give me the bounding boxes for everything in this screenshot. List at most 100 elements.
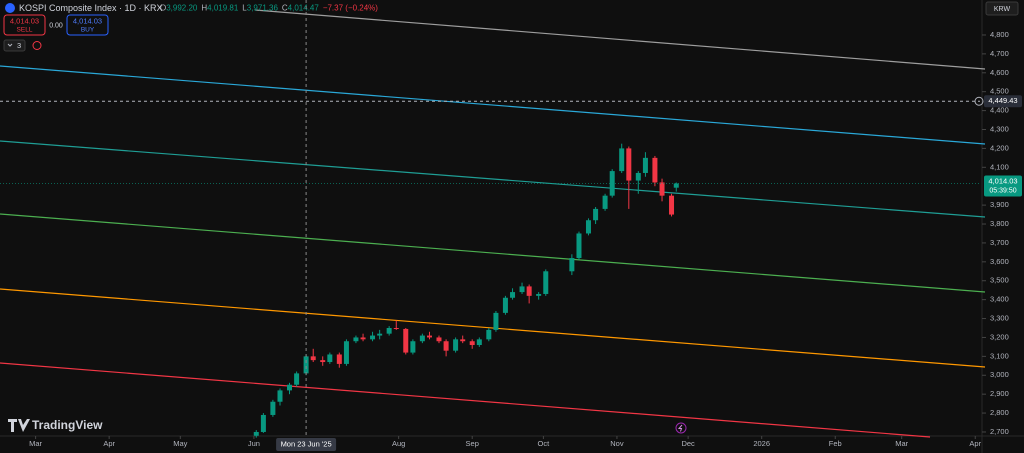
countdown: 05:39:50 <box>989 187 1016 194</box>
candle-body <box>576 233 582 259</box>
candle-body <box>619 148 625 172</box>
x-tick-label: Apr <box>103 439 115 448</box>
currency-button[interactable] <box>985 1 1019 16</box>
legend-value: 4,019.81 <box>207 4 239 13</box>
y-tick-label: 3,300 <box>990 314 1009 323</box>
tradingview-wordmark: TradingView <box>32 418 103 432</box>
event-bolt <box>677 424 683 432</box>
x-tick-label: Oct <box>538 439 551 448</box>
candle-body <box>652 157 658 183</box>
symbol-logo <box>5 3 15 13</box>
candle-body <box>585 220 591 234</box>
trend-line[interactable] <box>0 140 986 218</box>
legend-key: O <box>160 4 166 13</box>
candle-body <box>327 354 333 363</box>
trend-line[interactable] <box>254 9 986 70</box>
candle-body <box>360 337 366 340</box>
candle-body <box>635 172 641 181</box>
trend-line[interactable] <box>0 362 931 438</box>
tradingview-logo <box>8 419 30 432</box>
candle-body <box>626 148 632 181</box>
x-tick-label: Sep <box>466 439 479 448</box>
legend-value: 3,971.36 <box>247 4 279 13</box>
legend-key: L <box>242 4 247 13</box>
candle-body <box>336 354 342 364</box>
candle-body <box>253 431 259 436</box>
candle-body <box>669 195 675 215</box>
y-tick-label: 3,500 <box>990 276 1009 285</box>
error-icon[interactable] <box>32 41 42 50</box>
candle-body <box>286 384 292 391</box>
x-tick-label: Mar <box>895 439 908 448</box>
indicators-toggle[interactable] <box>3 39 26 52</box>
x-tick-label: Feb <box>829 439 842 448</box>
x-tick-label: 2026 <box>753 439 770 448</box>
last-price-label: 4,014.03 <box>988 177 1017 186</box>
symbol-title[interactable]: KOSPI Composite Index · 1D · KRX <box>19 3 163 13</box>
indicators-count: 3 <box>17 41 21 50</box>
price-line-label-bg <box>984 95 1022 108</box>
currency: KRW <box>994 6 1011 13</box>
trend-line[interactable] <box>0 213 986 293</box>
candle-body <box>386 327 392 334</box>
candle-body <box>469 341 475 346</box>
candle-body <box>536 293 542 296</box>
y-tick-label: 4,500 <box>990 87 1009 96</box>
y-tick-label: 3,400 <box>990 295 1009 304</box>
candle-body <box>303 356 309 374</box>
y-tick-label: 4,400 <box>990 106 1009 115</box>
trend-line[interactable] <box>0 288 986 368</box>
candle-body <box>320 360 326 363</box>
buy-label: BUY <box>81 27 95 34</box>
trend-line[interactable] <box>0 65 986 145</box>
candle-body <box>476 339 482 346</box>
y-tick-label: 4,300 <box>990 124 1009 133</box>
y-tick-label: 3,000 <box>990 370 1009 379</box>
candle-body <box>436 337 442 342</box>
y-tick-label: 3,900 <box>990 200 1009 209</box>
legend-value: 3,992.20 <box>166 4 198 13</box>
candle-body <box>659 182 665 196</box>
candle-body <box>260 414 266 432</box>
y-tick-label: 4,700 <box>990 49 1009 58</box>
ohlc-legend: O3,992.20 H4,019.81 L3,971.36 C4,014.47 −7.3… <box>160 4 378 13</box>
candle-body <box>443 341 449 351</box>
candle-body <box>502 297 508 313</box>
x-tick-label: Dec <box>681 439 695 448</box>
y-tick-label: 2,700 <box>990 427 1009 436</box>
price-line-label: 4,449.43 <box>988 96 1017 105</box>
x-tick-label: May <box>173 439 187 448</box>
candle-body <box>593 208 599 221</box>
sell-label: SELL <box>17 27 33 34</box>
y-tick-label: 4,200 <box>990 143 1009 152</box>
spread: 0.00 <box>49 22 63 29</box>
candle-body <box>673 183 679 188</box>
add-alert-icon[interactable] <box>974 96 984 106</box>
candle-body <box>493 312 499 330</box>
y-tick-label: 4,100 <box>990 162 1009 171</box>
event-icon[interactable] <box>675 422 687 434</box>
y-tick-label: 2,900 <box>990 389 1009 398</box>
candle-body <box>519 286 525 293</box>
legend-change: −7.37 (−0.24%) <box>323 4 378 13</box>
y-tick-label: 3,700 <box>990 238 1009 247</box>
candle-body <box>543 271 549 294</box>
candle-body <box>393 327 399 329</box>
candle-body <box>642 157 648 173</box>
y-tick-label: 4,800 <box>990 30 1009 39</box>
candle-body <box>602 195 608 209</box>
candle-body <box>510 292 516 298</box>
sell-price: 4,014.03 <box>10 16 39 25</box>
candle-body <box>569 258 575 272</box>
y-tick-label: 3,800 <box>990 219 1009 228</box>
sell-button[interactable] <box>3 14 46 36</box>
candle-body <box>270 401 276 415</box>
y-tick-label: 3,100 <box>990 351 1009 360</box>
plot-area <box>253 143 679 438</box>
candle-body <box>453 339 459 351</box>
candle-body <box>403 328 409 353</box>
buy-button[interactable] <box>66 14 109 36</box>
